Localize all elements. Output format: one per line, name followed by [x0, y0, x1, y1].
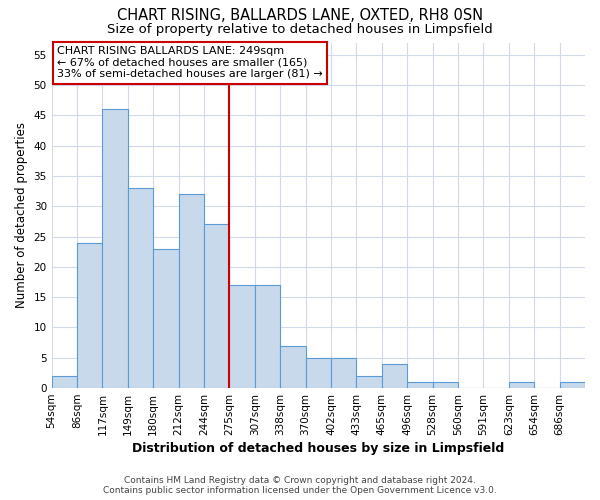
Text: CHART RISING BALLARDS LANE: 249sqm
← 67% of detached houses are smaller (165)
33: CHART RISING BALLARDS LANE: 249sqm ← 67%… [57, 46, 323, 79]
Bar [128, 188, 153, 388]
X-axis label: Distribution of detached houses by size in Limpsfield: Distribution of detached houses by size … [132, 442, 505, 455]
Bar [153, 248, 179, 388]
Bar [229, 285, 255, 388]
Bar [509, 382, 534, 388]
Text: Size of property relative to detached houses in Limpsfield: Size of property relative to detached ho… [107, 22, 493, 36]
Bar [382, 364, 407, 388]
Bar [560, 382, 585, 388]
Bar [407, 382, 433, 388]
Bar [77, 242, 103, 388]
Text: CHART RISING, BALLARDS LANE, OXTED, RH8 0SN: CHART RISING, BALLARDS LANE, OXTED, RH8 … [117, 8, 483, 22]
Bar [179, 194, 204, 388]
Text: Contains HM Land Registry data © Crown copyright and database right 2024.
Contai: Contains HM Land Registry data © Crown c… [103, 476, 497, 495]
Bar [280, 346, 305, 388]
Bar [52, 376, 77, 388]
Bar [305, 358, 331, 388]
Bar [356, 376, 382, 388]
Bar [331, 358, 356, 388]
Bar [204, 224, 229, 388]
Y-axis label: Number of detached properties: Number of detached properties [15, 122, 28, 308]
Bar [433, 382, 458, 388]
Bar [103, 109, 128, 388]
Bar [255, 285, 280, 388]
